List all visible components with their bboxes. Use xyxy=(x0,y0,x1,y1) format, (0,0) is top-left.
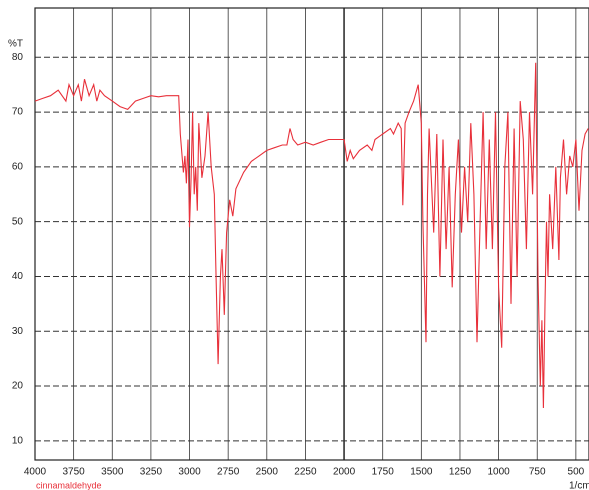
x-tick-label: 2000 xyxy=(333,467,356,478)
x-tick-label: 4000 xyxy=(24,467,47,478)
y-tick-label: 50 xyxy=(12,216,24,227)
y-tick-label: 70 xyxy=(12,107,24,118)
y-axis-label: %T xyxy=(8,39,23,50)
x-tick-label: 2250 xyxy=(294,467,317,478)
y-tick-label: 40 xyxy=(12,271,24,282)
y-tick-label: 80 xyxy=(12,52,24,63)
x-tick-label: 1000 xyxy=(487,467,510,478)
x-tick-label: 2750 xyxy=(217,467,240,478)
plot-frame xyxy=(34,7,589,461)
x-tick-label: 750 xyxy=(529,467,546,478)
y-tick-label: 10 xyxy=(12,435,24,446)
x-tick-label: 2500 xyxy=(256,467,279,478)
x-tick-label: 1500 xyxy=(410,467,433,478)
x-tick-label: 3250 xyxy=(140,467,163,478)
x-tick-label: 3500 xyxy=(101,467,124,478)
x-tick-label: 500 xyxy=(568,467,585,478)
x-tick-label: 1750 xyxy=(372,467,395,478)
x-tick-label: 3000 xyxy=(178,467,201,478)
x-tick-label: 3750 xyxy=(63,467,86,478)
annotation: cinnamaldehyde xyxy=(36,480,102,490)
x-tick-label: 1250 xyxy=(449,467,472,478)
x-axis-label: 1/cm xyxy=(569,481,589,490)
y-tick-label: 60 xyxy=(12,162,24,173)
spectrum-line xyxy=(34,62,589,409)
y-tick-label: 30 xyxy=(12,326,24,337)
y-tick-label: 20 xyxy=(12,381,24,392)
